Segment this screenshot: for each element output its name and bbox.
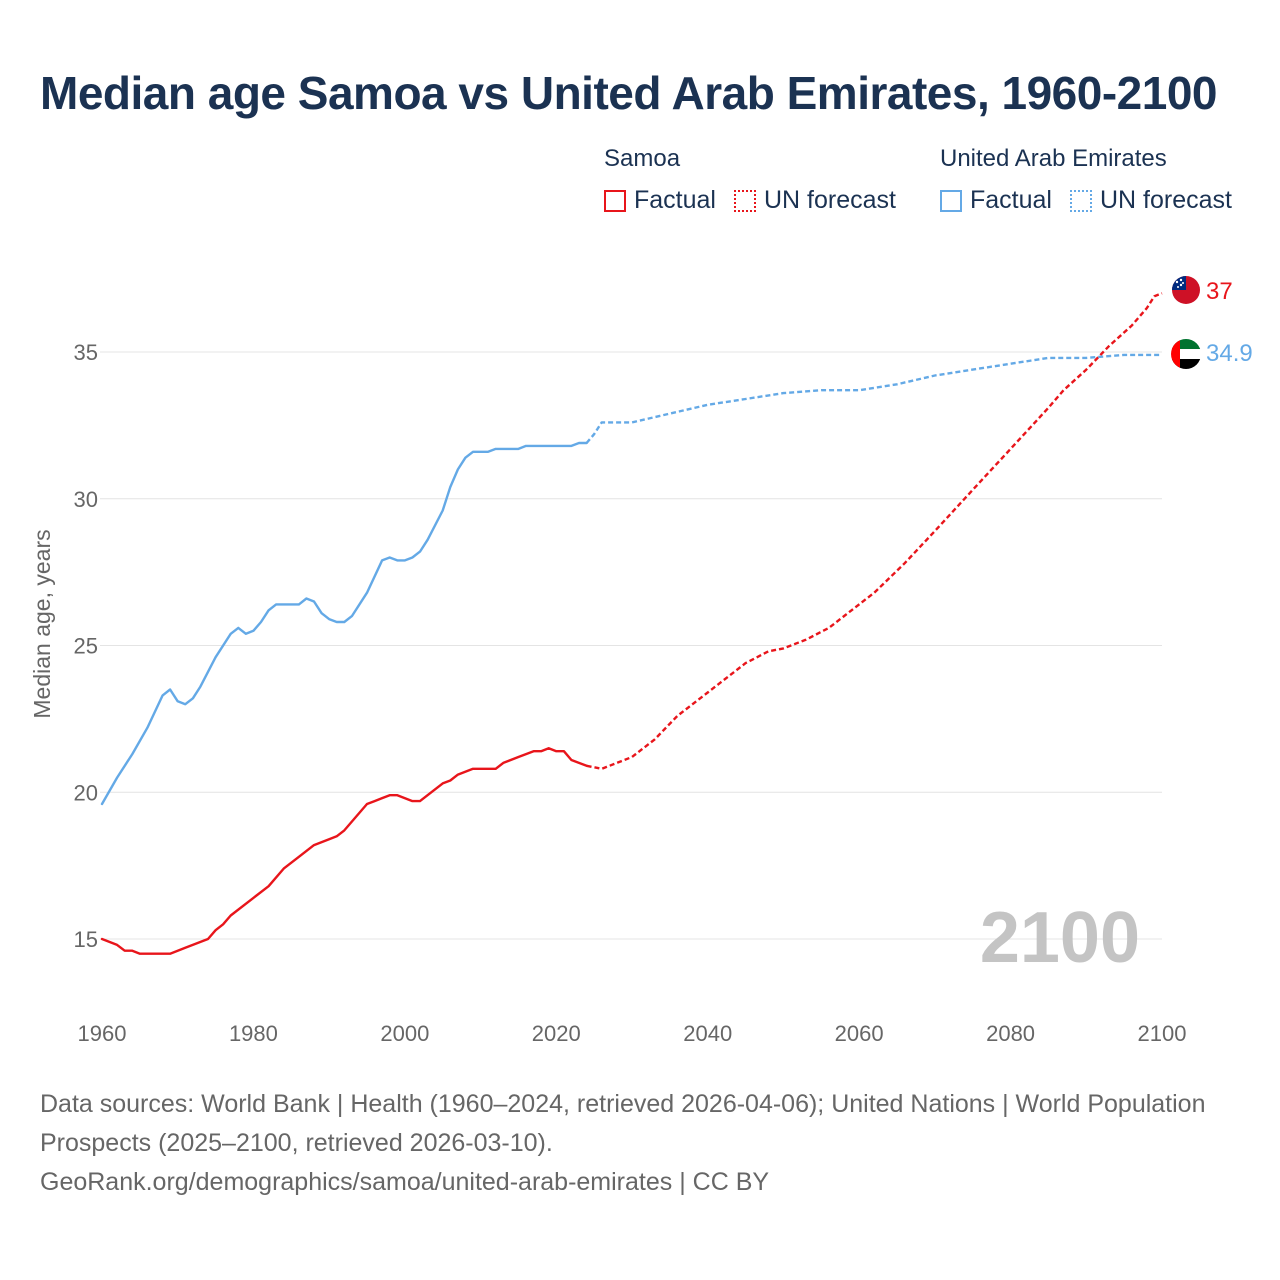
y-tick-label: 25 [74,634,98,659]
legend-swatch [604,189,626,212]
x-tick-label: 1960 [78,1021,127,1046]
series-line-uae-forecast [585,353,1162,444]
legend-uae: United Arab Emirates Factual UN forecast [940,144,1250,215]
year-overlay: 2100 [980,898,1140,978]
line-chart: 15 20 25 30 35 1960 1980 2000 2020 2040 2060 2080 21… [29,276,1253,1046]
series-line-samoa-factual [100,747,588,955]
legend-label: UN forecast [1099,186,1232,214]
legend-label: Factual [634,186,716,214]
series-line-samoa-forecast [586,292,1163,770]
end-label-uae: 34.9 [1206,340,1253,367]
y-tick-label: 30 [74,487,98,512]
chart-title: Median age Samoa vs United Arab Emirates… [40,67,1218,119]
legend-samoa-factual[interactable]: Factual [604,186,716,215]
x-tick-label: 2040 [683,1021,732,1046]
legend-uae-factual[interactable]: Factual [940,186,1052,215]
x-tick-label: 2080 [986,1021,1035,1046]
legend-label: UN forecast [763,186,896,214]
source-line: Data sources: World Bank | Health (1960–… [40,1090,1206,1157]
x-tick-label: 2060 [835,1021,884,1046]
legend-uae-forecast[interactable]: UN forecast [1069,186,1232,215]
source-note: Data sources: World Bank | Health (1960–… [40,1085,1220,1202]
x-tick-label: 2020 [532,1021,581,1046]
legend-samoa: Samoa Factual UN forecast [604,144,914,215]
x-tick-label: 2000 [380,1021,429,1046]
end-label-samoa: 37 [1206,278,1233,305]
legend-swatch [940,189,962,212]
legend-label: Factual [970,186,1052,214]
series-line-uae-factual [100,441,588,806]
legend-group-name: United Arab Emirates [940,145,1167,172]
legend-swatch [1069,189,1092,212]
source-link[interactable]: GeoRank.org/demographics/samoa/united-ar… [40,1168,770,1196]
x-tick-label: 1980 [229,1021,278,1046]
y-axis-title: Median age, years [29,529,55,718]
uae-flag-icon [1171,339,1201,369]
legend-group-name: Samoa [604,145,681,172]
samoa-flag-icon [1172,276,1200,304]
y-tick-label: 15 [74,927,98,952]
legend-samoa-forecast[interactable]: UN forecast [733,186,896,215]
x-tick-label: 2100 [1138,1021,1187,1046]
y-tick-label: 20 [74,780,98,805]
legend-swatch [733,189,756,212]
y-tick-label: 35 [74,340,98,365]
